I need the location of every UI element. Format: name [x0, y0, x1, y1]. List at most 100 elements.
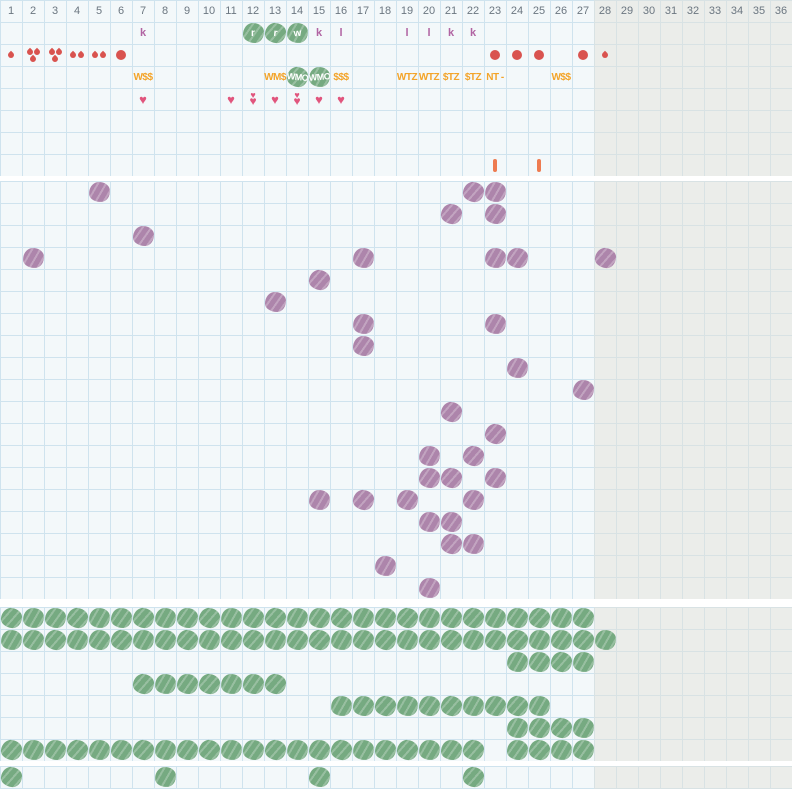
plant-cell[interactable]: [176, 673, 198, 695]
tag-cell[interactable]: NT -: [484, 66, 506, 88]
plant-cell[interactable]: [549, 739, 573, 761]
plant-cell[interactable]: [285, 739, 309, 761]
drop3-cell[interactable]: [44, 44, 66, 66]
plant-cell[interactable]: [0, 606, 23, 630]
letter-cell[interactable]: l: [330, 22, 352, 44]
field-cell[interactable]: [484, 203, 506, 225]
blob-letter-cell[interactable]: w: [285, 22, 309, 44]
plant-cell[interactable]: [440, 607, 462, 629]
field-cell[interactable]: [484, 467, 506, 489]
plant-cell[interactable]: [528, 651, 550, 673]
plant-cell[interactable]: [571, 717, 595, 739]
plant-cell[interactable]: [286, 629, 308, 651]
plant-cell[interactable]: [593, 629, 617, 651]
letter-cell[interactable]: k: [308, 22, 330, 44]
plant-cell[interactable]: [242, 673, 264, 695]
plant-cell[interactable]: [440, 739, 462, 761]
field-cell[interactable]: [483, 313, 507, 335]
dot-cell[interactable]: [528, 44, 550, 66]
plant-cell[interactable]: [352, 695, 374, 717]
plant-cell[interactable]: [506, 607, 528, 629]
plant-cell[interactable]: [197, 629, 221, 651]
plant-cell[interactable]: [21, 607, 45, 629]
plant-cell[interactable]: [153, 607, 177, 629]
field-cell[interactable]: [417, 511, 441, 533]
field-cell[interactable]: [417, 577, 441, 599]
plant-cell[interactable]: [263, 629, 287, 651]
blob-tag-cell[interactable]: WMO: [307, 66, 331, 88]
plant-cell[interactable]: [572, 607, 594, 629]
plant-cell[interactable]: [176, 739, 198, 761]
plant-cell[interactable]: [351, 739, 375, 761]
plant-cell[interactable]: [395, 695, 419, 717]
plant-cell[interactable]: [527, 606, 551, 630]
dot-cell[interactable]: [506, 44, 528, 66]
heart2-cell[interactable]: ♥ ♥: [242, 88, 264, 110]
plant-cell[interactable]: [527, 629, 551, 651]
tag-cell[interactable]: W$$: [550, 66, 572, 88]
letter-cell[interactable]: k: [132, 22, 154, 44]
plant-cell[interactable]: [197, 606, 221, 630]
letter-cell[interactable]: k: [440, 22, 462, 44]
plant-cell[interactable]: [417, 607, 441, 629]
plant-cell[interactable]: [550, 629, 572, 651]
field-cell[interactable]: [462, 489, 484, 511]
drop2-cell[interactable]: [66, 44, 88, 66]
field-cell[interactable]: [461, 533, 485, 555]
drop2-cell[interactable]: [88, 44, 110, 66]
blob-letter-cell[interactable]: r: [242, 22, 264, 44]
field-cell[interactable]: [439, 202, 463, 226]
plant-cell[interactable]: [395, 606, 419, 630]
plant-cell[interactable]: [505, 717, 529, 739]
plant-cell[interactable]: [197, 672, 221, 696]
plant-cell[interactable]: [110, 607, 132, 629]
plant-cell[interactable]: [43, 628, 67, 652]
plant-cell[interactable]: [44, 739, 66, 761]
plant-cell[interactable]: [109, 628, 133, 652]
plant-cell[interactable]: [197, 738, 221, 762]
plant-cell[interactable]: [131, 738, 155, 762]
plant-cell[interactable]: [461, 606, 485, 630]
field-cell[interactable]: [439, 532, 463, 556]
tag-cell[interactable]: $$$: [330, 66, 352, 88]
field-cell[interactable]: [440, 511, 462, 533]
plant-cell[interactable]: [505, 694, 529, 718]
field-cell[interactable]: [373, 555, 397, 577]
plant-cell[interactable]: [506, 739, 528, 761]
plant-cell[interactable]: [242, 607, 264, 629]
bar-cell[interactable]: [528, 154, 550, 176]
heart2-cell[interactable]: ♥ ♥: [286, 88, 308, 110]
plant-cell[interactable]: [439, 694, 463, 718]
heart-cell[interactable]: ♥: [132, 88, 154, 110]
plant-cell[interactable]: [242, 739, 264, 761]
plant-cell[interactable]: [219, 607, 243, 629]
plant-cell[interactable]: [527, 695, 551, 717]
blob-letter-cell[interactable]: r: [263, 21, 287, 45]
plant-cell[interactable]: [65, 738, 89, 762]
plant-cell[interactable]: [329, 606, 353, 630]
plant-cell[interactable]: [329, 738, 353, 762]
plant-cell[interactable]: [483, 607, 507, 629]
plant-cell[interactable]: [263, 672, 287, 696]
plant-cell[interactable]: [87, 739, 111, 761]
plant-cell[interactable]: [549, 716, 573, 740]
weekly-cell[interactable]: [461, 765, 485, 789]
letter-cell[interactable]: k: [462, 22, 484, 44]
plant-cell[interactable]: [549, 607, 573, 629]
field-cell[interactable]: [417, 445, 441, 467]
plant-cell[interactable]: [527, 738, 551, 762]
field-cell[interactable]: [307, 268, 331, 292]
weekly-cell[interactable]: [0, 765, 23, 789]
plant-cell[interactable]: [571, 628, 595, 652]
field-cell[interactable]: [593, 246, 617, 270]
drop1-cell[interactable]: [594, 44, 616, 66]
heart-cell[interactable]: ♥: [220, 88, 242, 110]
field-cell[interactable]: [439, 466, 463, 490]
plant-cell[interactable]: [219, 739, 243, 761]
heart-cell[interactable]: ♥: [264, 88, 286, 110]
plant-cell[interactable]: [308, 607, 330, 629]
field-cell[interactable]: [506, 247, 528, 269]
plant-cell[interactable]: [0, 738, 23, 762]
plant-cell[interactable]: [374, 739, 396, 761]
field-cell[interactable]: [572, 379, 594, 401]
